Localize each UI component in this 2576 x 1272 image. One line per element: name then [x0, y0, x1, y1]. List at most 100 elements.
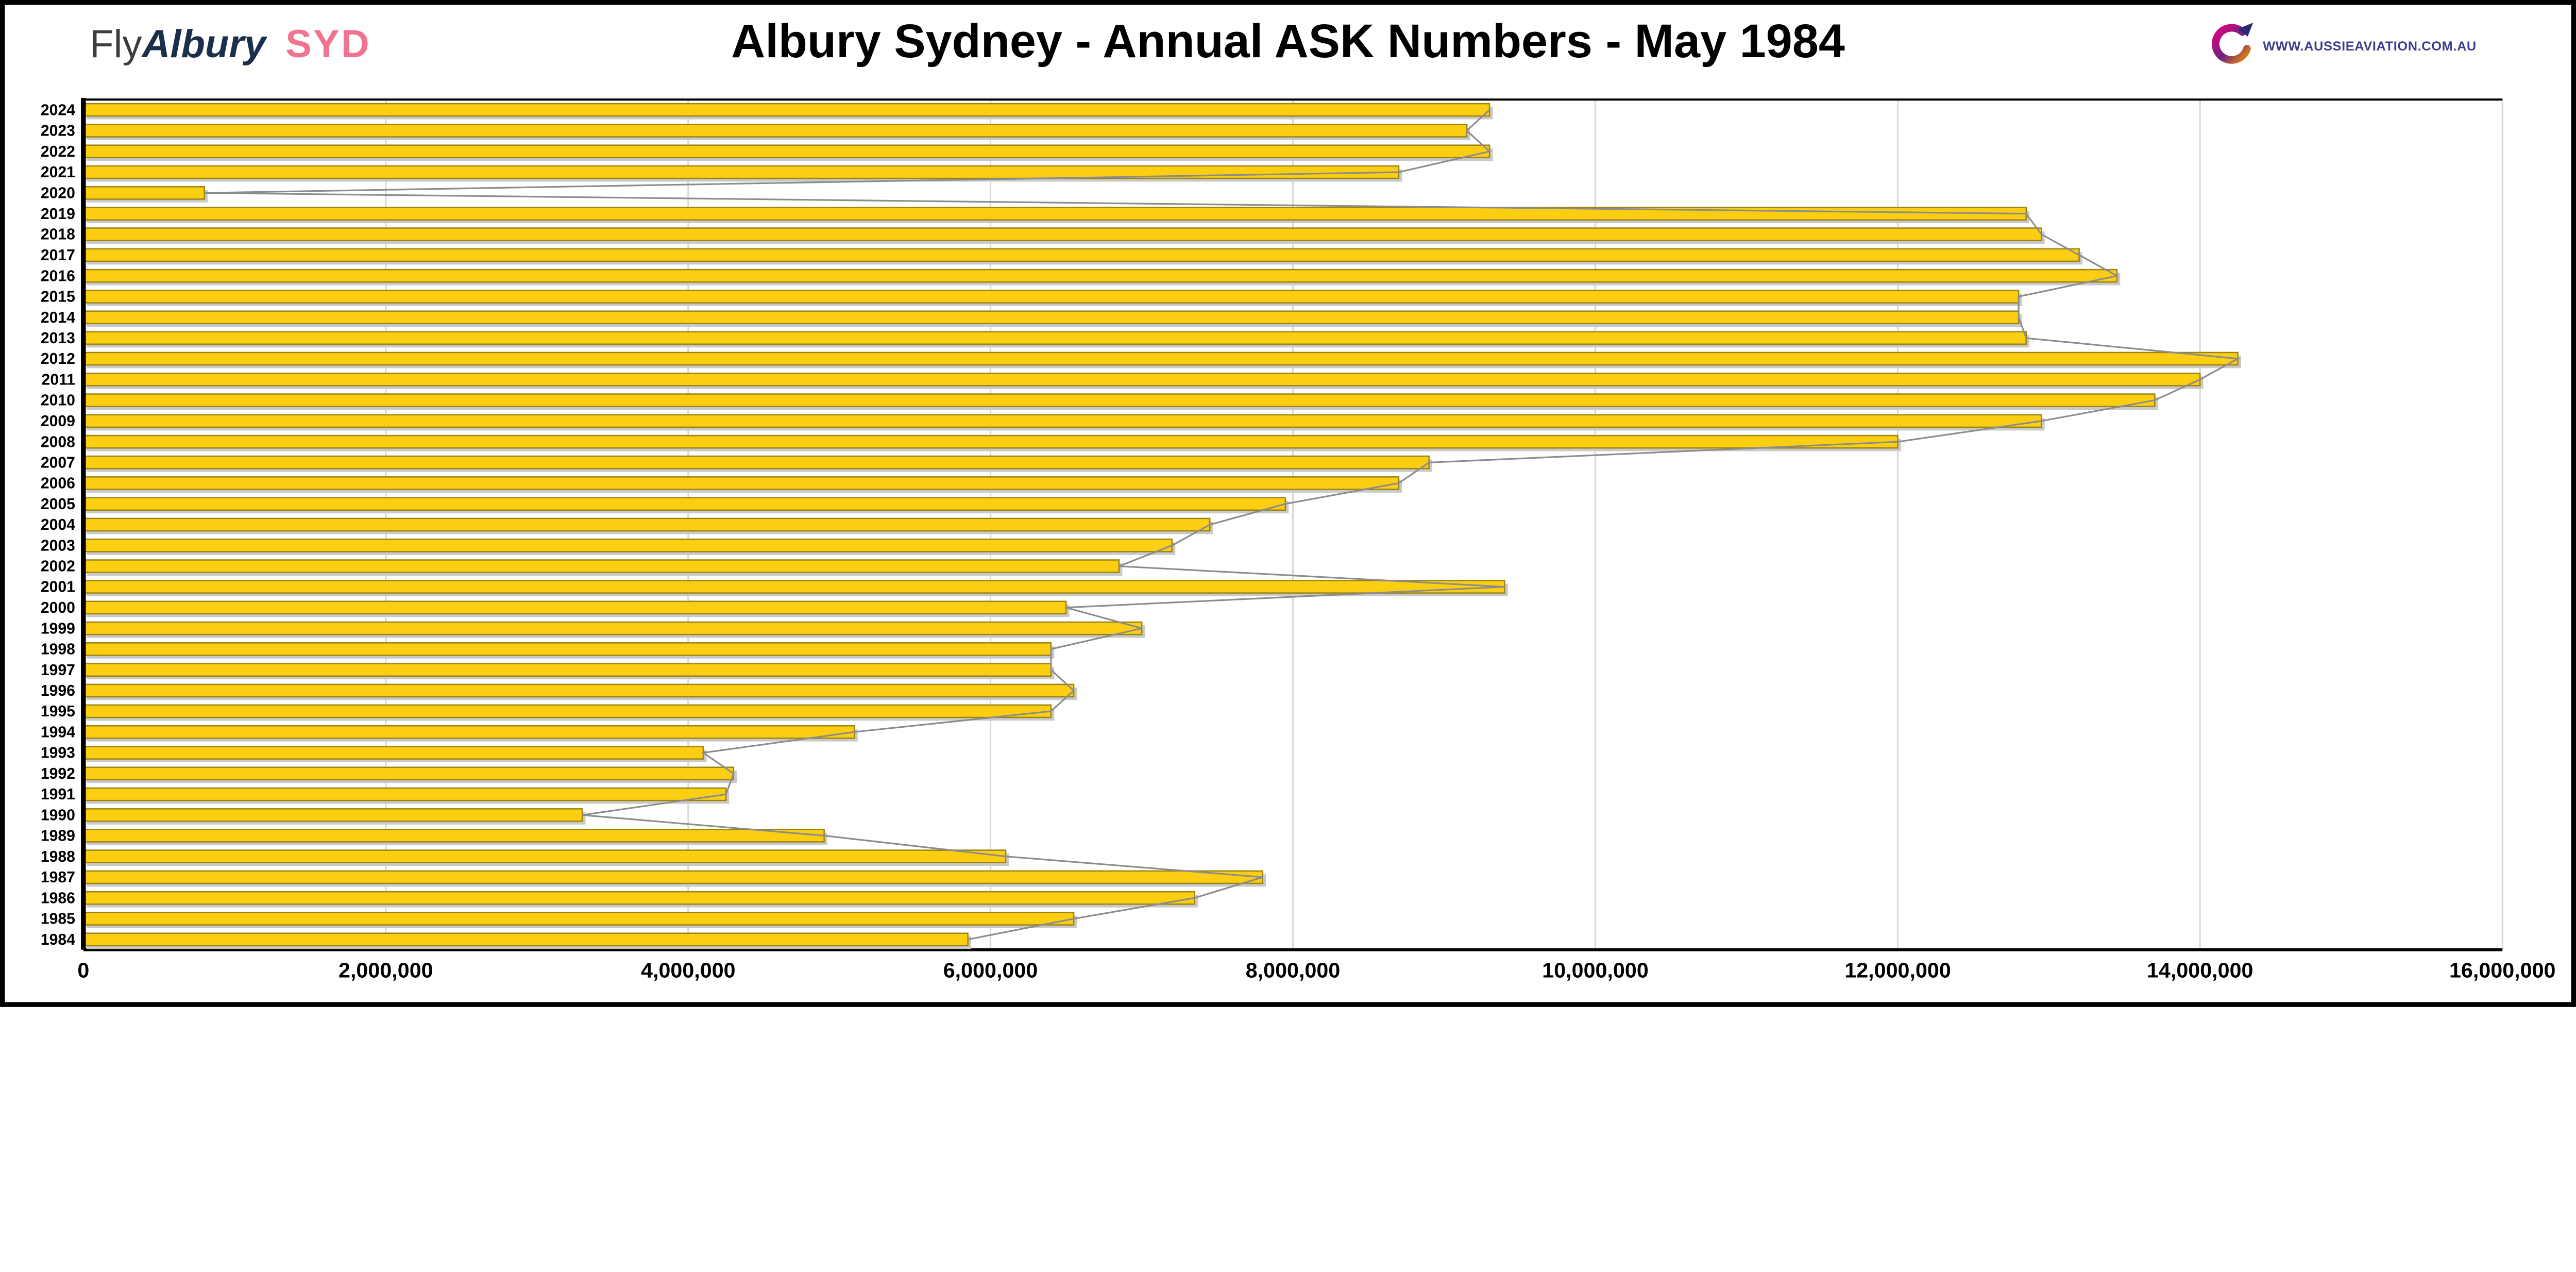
bar-2010	[82, 393, 2156, 407]
aussieaviation-logo: WWW.AUSSIEAVIATION.COM.AU	[2206, 20, 2476, 72]
x-tick-label: 10,000,000	[1542, 959, 1649, 982]
y-tick-label-2004: 2004	[41, 516, 75, 533]
bar-2015	[82, 290, 2020, 304]
page-title: Albury Sydney - Annual ASK Numbers - May…	[731, 16, 1845, 69]
x-tick-label: 12,000,000	[1844, 959, 1951, 982]
y-tick-label-1986: 1986	[41, 890, 75, 907]
bar-2020	[82, 186, 206, 200]
y-tick-label-2009: 2009	[41, 413, 75, 430]
bar-1988	[82, 849, 1007, 863]
y-tick-label-2007: 2007	[41, 455, 75, 472]
bar-2023	[82, 124, 1468, 138]
y-tick-label-2020: 2020	[41, 185, 75, 202]
bar-2013	[82, 331, 2027, 345]
bar-1997	[82, 663, 1052, 677]
bar-2019	[82, 207, 2027, 221]
bar-2012	[82, 352, 2239, 366]
y-tick-label-2016: 2016	[41, 267, 75, 284]
y-tick-label-2015: 2015	[41, 289, 75, 306]
y-tick-label-1988: 1988	[41, 848, 75, 865]
x-tick-label: 14,000,000	[2147, 959, 2253, 982]
bar-1999	[82, 621, 1143, 635]
y-tick-label-1999: 1999	[41, 620, 75, 637]
bar-1986	[82, 891, 1195, 905]
y-tick-label-1994: 1994	[41, 724, 75, 741]
y-tick-label-2002: 2002	[41, 558, 75, 575]
aussieaviation-url-text: WWW.AUSSIEAVIATION.COM.AU	[2263, 38, 2477, 53]
y-tick-label-2013: 2013	[41, 330, 75, 347]
bar-1991	[82, 787, 727, 801]
y-tick-label-2014: 2014	[41, 309, 75, 326]
bar-1984	[82, 932, 969, 947]
y-tick-label-2018: 2018	[41, 226, 75, 243]
header: FlyAlbury SYD Albury Sydney - Annual ASK …	[5, 5, 2571, 90]
bar-1990	[82, 808, 583, 822]
bar-1989	[82, 829, 825, 843]
y-tick-label-1996: 1996	[41, 682, 75, 699]
y-tick-label-2008: 2008	[41, 433, 75, 450]
x-tick-label: 6,000,000	[943, 959, 1038, 982]
bar-2003	[82, 538, 1173, 553]
x-tick-label: 2,000,000	[338, 959, 433, 982]
y-tick-label-1990: 1990	[41, 807, 75, 824]
y-tick-label-1984: 1984	[41, 931, 75, 948]
bar-2024	[82, 103, 1490, 117]
y-tick-label-2001: 2001	[41, 579, 75, 596]
y-tick-label-2012: 2012	[41, 350, 75, 367]
x-tick-label: 16,000,000	[2449, 959, 2556, 982]
y-tick-label-2003: 2003	[41, 537, 75, 554]
brand-logo: FlyAlbury SYD	[90, 23, 371, 69]
bar-2017	[82, 248, 2080, 262]
bar-1987	[82, 870, 1264, 884]
bar-2009	[82, 414, 2042, 428]
bar-2004	[82, 517, 1211, 532]
bar-1996	[82, 683, 1075, 698]
brand-albury: Albury	[142, 23, 266, 67]
y-tick-label-2011: 2011	[42, 371, 75, 388]
x-tick-label: 0	[77, 959, 89, 982]
y-tick-label-1989: 1989	[41, 828, 75, 845]
y-tick-label-2000: 2000	[41, 599, 75, 616]
bar-1995	[82, 704, 1052, 718]
bar-2006	[82, 476, 1400, 490]
brand-fly: Fly	[90, 23, 142, 67]
bar-2008	[82, 434, 1899, 449]
y-tick-label-2024: 2024	[41, 102, 75, 119]
bar-1992	[82, 766, 735, 781]
y-tick-label-2021: 2021	[41, 164, 75, 181]
aussieaviation-swirl-icon	[2212, 23, 2253, 64]
y-tick-label-1992: 1992	[41, 765, 75, 782]
y-tick-label-2017: 2017	[41, 247, 75, 264]
y-tick-label-2010: 2010	[41, 392, 75, 409]
y-tick-label-1987: 1987	[41, 869, 75, 886]
bar-2001	[82, 580, 1505, 594]
bar-2005	[82, 497, 1286, 511]
y-tick-label-2019: 2019	[41, 206, 75, 223]
bar-2002	[82, 559, 1120, 573]
y-tick-label-1997: 1997	[41, 662, 75, 679]
y-tick-label-1993: 1993	[41, 745, 75, 762]
bar-1993	[82, 746, 704, 760]
y-tick-label-1991: 1991	[41, 786, 75, 803]
y-tick-label-1995: 1995	[41, 703, 75, 720]
bar-chart: 2024 2023 2022 2021 2020 2019 2018 2017 2016 2015…	[41, 98, 2556, 982]
bar-tip-outline	[204, 109, 2241, 941]
brand-syd: SYD	[285, 23, 371, 67]
bar-2022	[82, 144, 1490, 159]
y-tick-label-1985: 1985	[41, 911, 75, 928]
page-root: FlyAlbury SYD Albury Sydney - Annual ASK …	[0, 0, 2576, 1007]
chart-page: FlyAlbury SYD Albury Sydney - Annual ASK …	[0, 0, 2576, 1007]
x-tick-label: 8,000,000	[1246, 959, 1341, 982]
bar-2021	[82, 165, 1400, 179]
y-tick-label-2005: 2005	[41, 496, 75, 513]
chart-area: 2024 2023 2022 2021 2020 2019 2018 2017 2016 2015…	[18, 91, 2558, 994]
bar-1994	[82, 725, 855, 739]
y-tick-label-2006: 2006	[41, 475, 75, 492]
bar-1998	[82, 642, 1052, 656]
y-tick-label-2022: 2022	[41, 143, 75, 160]
bar-2011	[82, 372, 2201, 387]
bar-1985	[82, 912, 1075, 926]
bar-2016	[82, 269, 2118, 283]
y-tick-label-2023: 2023	[41, 123, 75, 140]
bar-2014	[82, 310, 2020, 325]
